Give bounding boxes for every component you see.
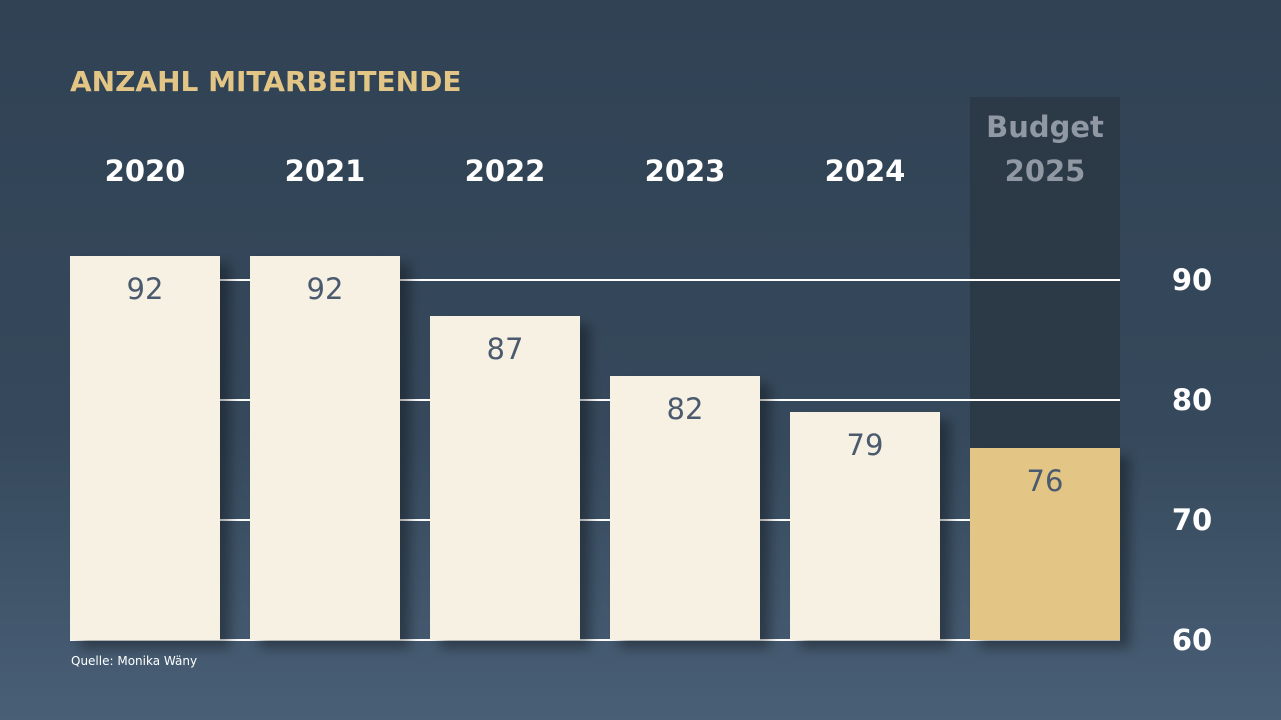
bar-value-label: 87 xyxy=(487,332,524,366)
category-label: 2023 xyxy=(645,154,726,188)
chart-title: ANZAHL MITARBEITENDE xyxy=(70,65,461,98)
bar-2024 xyxy=(790,412,940,640)
bar-2021 xyxy=(250,256,400,640)
y-tick-label: 60 xyxy=(1172,623,1212,657)
labels: 60 70 80 90 92 2020 92 2021 87 2022 82 2023 79 2024 76… xyxy=(105,110,1213,657)
bar-value-label: 82 xyxy=(667,392,704,426)
bar-value-label: 92 xyxy=(127,272,164,306)
bar-budget-2025 xyxy=(970,448,1120,640)
bar-value-label: 92 xyxy=(307,272,344,306)
y-tick-label: 70 xyxy=(1172,503,1212,537)
bar-value-label: 79 xyxy=(847,428,884,462)
y-tick-label: 80 xyxy=(1172,383,1212,417)
category-label: Budget xyxy=(986,110,1104,144)
bar-value-label: 76 xyxy=(1027,464,1064,498)
bar-2023 xyxy=(610,376,760,640)
category-label: 2024 xyxy=(825,154,906,188)
category-label: 2021 xyxy=(285,154,366,188)
bar-2022 xyxy=(430,316,580,640)
source-note: Quelle: Monika Wäny xyxy=(71,654,197,668)
y-tick-label: 90 xyxy=(1172,263,1212,297)
category-label: 2020 xyxy=(105,154,186,188)
gridlines xyxy=(70,279,1120,641)
bar-2020 xyxy=(70,256,220,640)
bars xyxy=(70,256,1120,640)
category-label: 2025 xyxy=(1005,154,1086,188)
category-label: 2022 xyxy=(465,154,546,188)
